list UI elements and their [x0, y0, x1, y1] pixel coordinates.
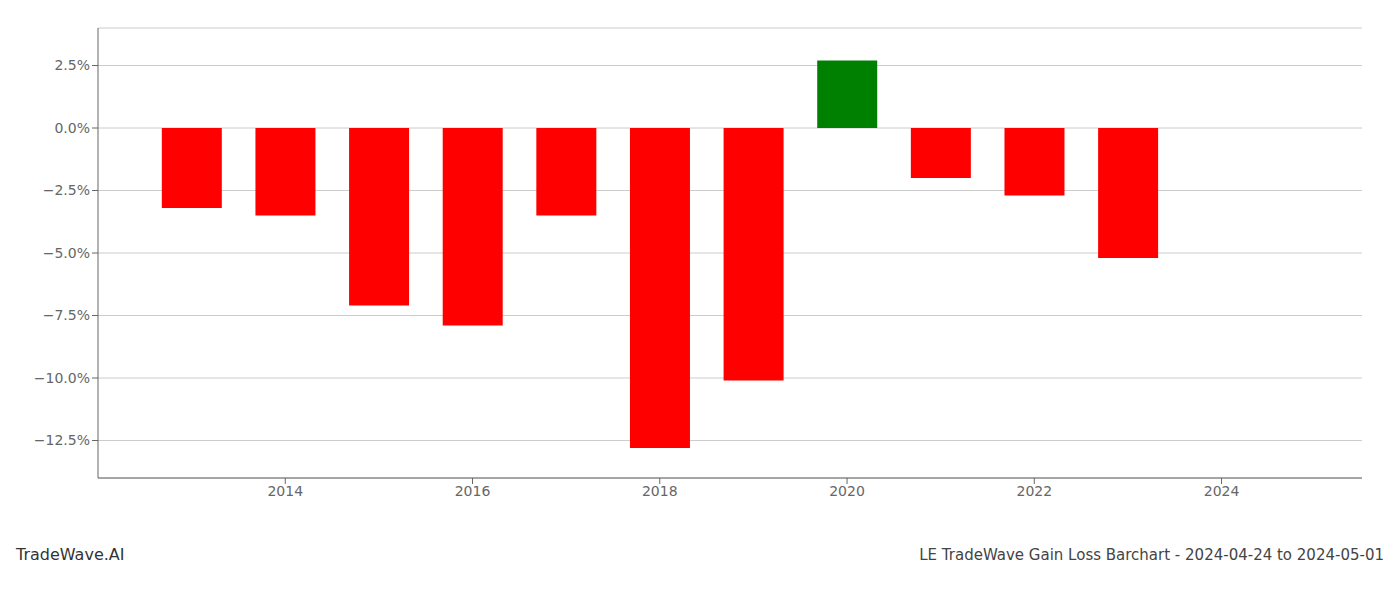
svg-text:2014: 2014 [267, 483, 303, 499]
svg-text:−10.0%: −10.0% [34, 370, 90, 386]
svg-text:−2.5%: −2.5% [43, 182, 90, 198]
svg-text:2020: 2020 [829, 483, 865, 499]
svg-text:2024: 2024 [1204, 483, 1240, 499]
svg-text:−7.5%: −7.5% [43, 307, 90, 323]
svg-text:2022: 2022 [1016, 483, 1052, 499]
svg-text:2.5%: 2.5% [54, 57, 90, 73]
html-text:TradeWave.AI: TradeWave.AI [16, 545, 125, 564]
svg-text:2016: 2016 [455, 483, 491, 499]
svg-text:2018: 2018 [642, 483, 678, 499]
html-text:LE TradeWave Gain Loss Barchar: LE TradeWave Gain Loss Barchart - 2024-0… [919, 546, 1384, 564]
svg-text:−5.0%: −5.0% [43, 245, 90, 261]
svg-text:0.0%: 0.0% [54, 120, 90, 136]
svg-text:−12.5%: −12.5% [34, 432, 90, 448]
